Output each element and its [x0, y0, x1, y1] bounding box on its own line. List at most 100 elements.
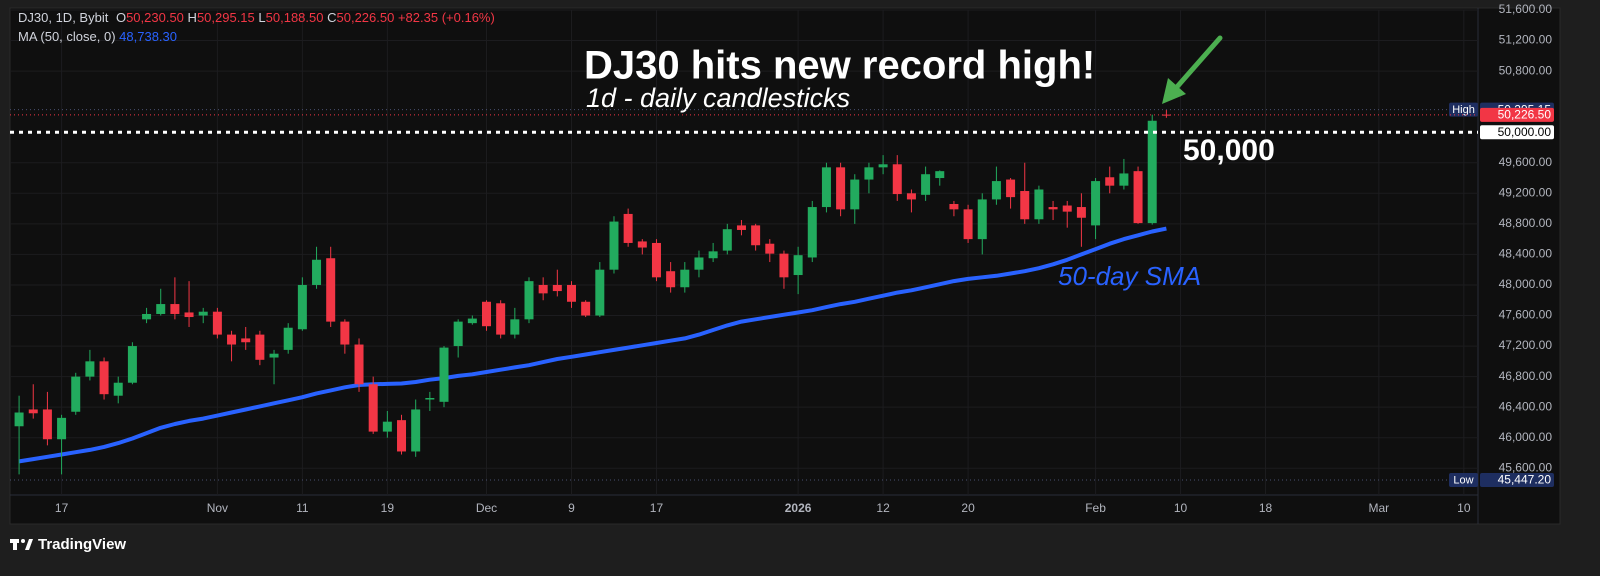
ma-line: [18, 226, 1167, 464]
candle-body: [666, 271, 676, 288]
y-tick-label: 49,200.00: [1499, 185, 1553, 199]
y-tick-label: 46,400.00: [1499, 399, 1553, 413]
candle-body: [963, 209, 973, 240]
candle-body: [921, 174, 931, 195]
close-value: 50,226.50: [337, 10, 395, 25]
x-tick-label: 18: [1259, 501, 1273, 515]
candle-body: [935, 171, 945, 179]
candle-body: [496, 303, 506, 335]
candle-body: [878, 164, 888, 168]
candle-body: [397, 420, 407, 452]
candle-body: [510, 319, 520, 335]
x-tick-label: 17: [55, 501, 69, 515]
y-tick-label: 48,400.00: [1499, 247, 1553, 261]
highlight-arrow: [1162, 35, 1223, 104]
candle-body: [227, 334, 237, 345]
candle-body: [821, 167, 831, 208]
candle-body: [609, 221, 619, 270]
price-badge-name-bg: [1449, 102, 1478, 117]
chart-subtitle: 1d - daily candlesticks: [586, 83, 850, 113]
ma-annotation: 50-day SMA: [1058, 261, 1201, 291]
brand-name: TradingView: [38, 536, 126, 553]
candle-body: [99, 361, 109, 395]
candle-body: [127, 346, 137, 383]
candle-body: [184, 312, 194, 318]
y-tick-label: 46,000.00: [1499, 430, 1553, 444]
y-tick-label: 46,800.00: [1499, 369, 1553, 383]
candle-body: [113, 382, 123, 396]
candle-body: [467, 318, 477, 324]
ma-name: MA (50, close, 0): [18, 29, 116, 44]
candle-body: [581, 301, 591, 316]
y-tick-label: 48,000.00: [1499, 277, 1553, 291]
candle-body: [1062, 205, 1072, 212]
candle-body: [595, 269, 605, 316]
price-badge: [1480, 107, 1554, 122]
y-tick-label: 45,600.00: [1499, 460, 1553, 474]
price-badge-name: Low: [1453, 474, 1473, 486]
candle-body: [906, 193, 916, 200]
x-tick-label: Feb: [1085, 501, 1106, 515]
candle-body: [283, 327, 293, 350]
change-value: +82.35 (+0.16%): [398, 10, 495, 25]
candle-body: [751, 225, 761, 246]
candle-body: [807, 207, 817, 258]
candle-body: [425, 398, 435, 400]
candle-body: [411, 409, 421, 452]
candle-body: [1091, 181, 1101, 226]
label-low: L: [258, 10, 265, 25]
candle-body: [85, 361, 95, 377]
candle-body: [312, 259, 322, 285]
candle-body: [651, 242, 661, 278]
x-tick-label: 9: [568, 501, 575, 515]
price-badge-name: High: [1452, 104, 1475, 116]
candle-body: [949, 204, 959, 210]
candle-body: [326, 258, 336, 322]
brand-logo: [10, 539, 33, 550]
ma-legend: MA (50, close, 0) 48,738.30: [18, 29, 177, 44]
candle-body: [708, 251, 718, 259]
legend-header: DJ30, 1D, Bybit O50,230.50 H50,295.15 L5…: [18, 10, 495, 25]
y-tick-label: 49,600.00: [1499, 155, 1553, 169]
x-tick-label: 20: [961, 501, 975, 515]
candle-body: [368, 384, 378, 432]
candle-body: [340, 321, 350, 345]
candle-body: [765, 243, 775, 254]
label-high: H: [188, 10, 197, 25]
candle-body: [836, 167, 846, 210]
x-tick-label: 10: [1457, 501, 1471, 515]
candle-body: [1133, 171, 1143, 224]
price-badge-name-bg: [1449, 472, 1478, 487]
plot-area: 17 Nov 11 19 Dec 9 17 2026 12 20 Feb 10 18 Mar 10 45,60…: [10, 2, 1552, 515]
price-badge: [1480, 472, 1554, 487]
x-tick-label: 10: [1174, 501, 1188, 515]
candle-body: [1147, 120, 1157, 224]
candle-body: [42, 409, 52, 440]
symbol: DJ30, 1D, Bybit: [18, 10, 109, 25]
candle-body: [198, 311, 208, 316]
candle-body: [156, 304, 166, 314]
candle-body: [482, 301, 492, 327]
candle-body: [14, 412, 24, 427]
candle-body: [142, 313, 152, 320]
candle-body: [1048, 207, 1058, 210]
candle-body: [1034, 189, 1044, 220]
candle-body: [453, 321, 463, 347]
low-value: 50,188.50: [266, 10, 324, 25]
ma-value: 48,738.30: [119, 29, 177, 44]
candle-body: [170, 304, 180, 314]
y-tick-label: 48,800.00: [1499, 216, 1553, 230]
x-tick-label: Nov: [207, 501, 228, 515]
y-tick-label: 47,600.00: [1499, 308, 1553, 322]
candle-body: [977, 199, 987, 240]
chart-title: DJ30 hits new record high!: [584, 44, 1095, 88]
x-tick-label: 19: [381, 501, 395, 515]
y-tick-label: 47,200.00: [1499, 338, 1553, 352]
y-tick-label: 51,200.00: [1499, 33, 1553, 47]
candle-body: [57, 417, 67, 440]
price-badge-label: 50,226.50: [1498, 108, 1552, 122]
candle-body: [566, 284, 576, 302]
x-tick-label: Dec: [476, 501, 497, 515]
candle-body: [1119, 173, 1129, 186]
